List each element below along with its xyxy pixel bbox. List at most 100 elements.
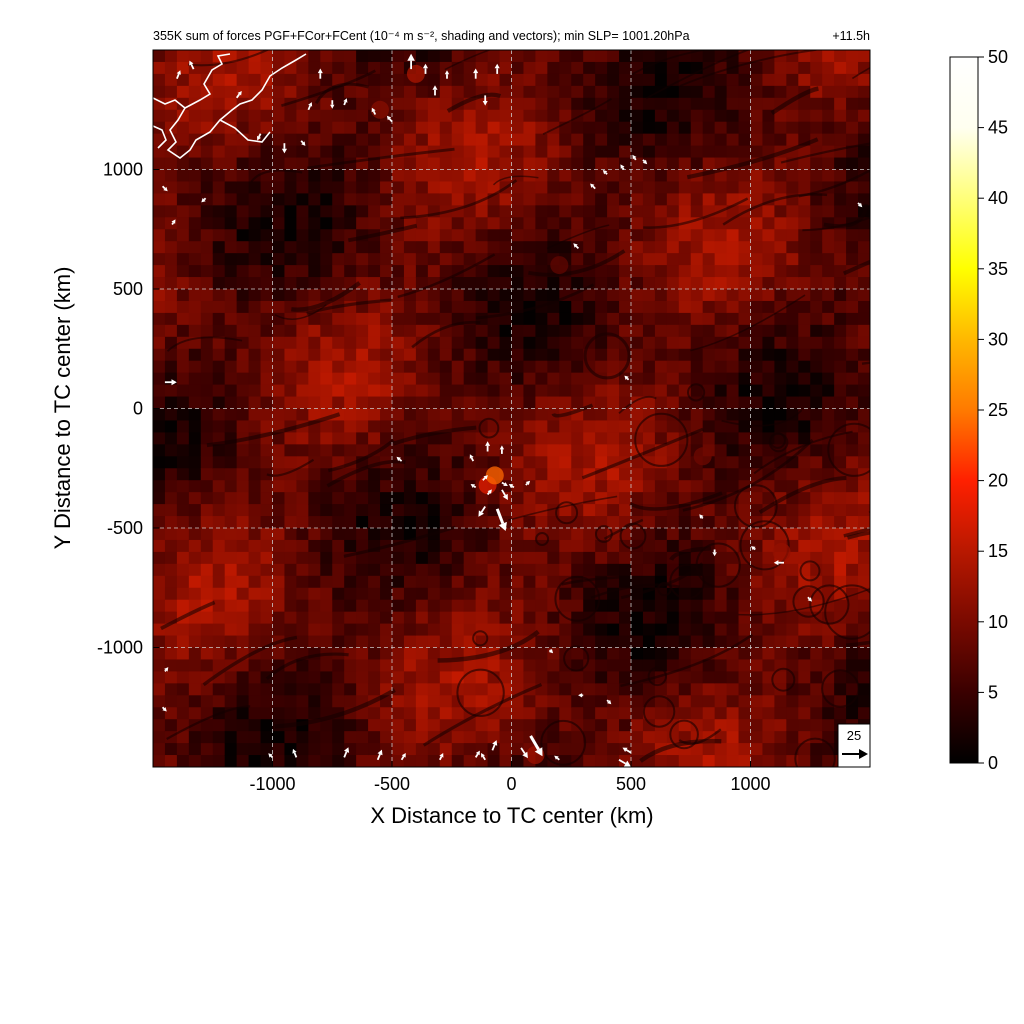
heatmap-cell (535, 528, 548, 541)
heatmap-cell (260, 265, 274, 278)
force-vector-shaft (511, 485, 515, 489)
force-vector-head (257, 135, 261, 141)
force-vector (529, 735, 543, 757)
heatmap-cell (822, 551, 835, 565)
heatmap-cell (164, 241, 178, 254)
heatmap-cell (332, 384, 345, 398)
heatmap-cell (774, 73, 787, 87)
heatmap-cell (535, 587, 548, 601)
heatmap-cell (535, 432, 548, 445)
heatmap-cell (153, 50, 166, 63)
heatmap-cell (738, 109, 752, 123)
heatmap-cell (535, 707, 548, 720)
heatmap-cell (738, 444, 752, 457)
heatmap-cell (750, 348, 764, 362)
heatmap-cell (475, 563, 489, 577)
heatmap-cell (642, 145, 656, 159)
heatmap-cell (200, 181, 214, 194)
heatmap-cell (607, 599, 620, 613)
heatmap-cell (475, 181, 489, 194)
heatmap-cell (308, 671, 321, 684)
heatmap-cell (654, 755, 668, 767)
heatmap-cell (403, 205, 417, 218)
heatmap-cell (272, 277, 286, 290)
heatmap-cell (714, 289, 728, 302)
heatmap-cell (583, 599, 596, 613)
heatmap-cell (810, 157, 823, 171)
heatmap-cell (451, 73, 465, 87)
heatmap-cell (380, 133, 393, 147)
heatmap-cell (487, 121, 501, 135)
heatmap-cell (547, 432, 560, 445)
heatmap-cell (439, 575, 453, 589)
colorbar-tick-label: 0 (988, 753, 998, 773)
colorbar-tick-label: 45 (988, 118, 1008, 138)
heatmap-cell (344, 480, 357, 493)
heatmap-cell (571, 695, 584, 708)
heatmap-cell (296, 551, 309, 565)
heatmap-cell (822, 528, 835, 541)
heatmap-cell (153, 408, 166, 422)
heatmap-cell (260, 396, 274, 410)
heatmap-cell (332, 539, 345, 553)
heatmap-cell (631, 217, 644, 230)
heatmap-cell (511, 743, 525, 756)
heatmap-cell (308, 241, 321, 254)
heatmap-cell (810, 683, 823, 696)
heatmap-cell (774, 563, 787, 577)
heatmap-cell (714, 516, 728, 529)
force-vector (478, 506, 486, 517)
heatmap-cell (583, 384, 596, 398)
heatmap-cell (571, 121, 584, 135)
heatmap-cell (547, 312, 560, 326)
heatmap-cell (714, 348, 728, 362)
heatmap-cell (858, 384, 870, 398)
heatmap-cell (822, 384, 835, 398)
heatmap-cell (798, 61, 811, 75)
heatmap-cell (798, 169, 811, 183)
heatmap-cell (415, 193, 429, 206)
heatmap-cell (427, 671, 441, 684)
heatmap-cell (607, 516, 620, 529)
heatmap-cell (392, 480, 405, 493)
heatmap-cell (475, 229, 489, 242)
heatmap-cell (392, 551, 405, 565)
heatmap-cell (392, 157, 405, 171)
heatmap-cell (427, 193, 441, 206)
heatmap-cell (260, 647, 274, 661)
heatmap-cell (344, 50, 357, 63)
heatmap-cell (619, 169, 632, 183)
force-vector-head (432, 85, 438, 90)
heatmap-cell (368, 408, 381, 422)
heatmap-cell (726, 277, 740, 290)
heatmap-cell (487, 432, 501, 445)
heatmap-cell (475, 719, 489, 732)
x-axis-label: X Distance to TC center (km) (370, 803, 653, 828)
heatmap-cell (523, 516, 536, 529)
heatmap-cell (487, 492, 501, 505)
heatmap-cell (798, 384, 811, 398)
heatmap-cell (415, 133, 429, 147)
heatmap-cell (858, 659, 870, 672)
heatmap-cell (726, 611, 740, 625)
heatmap-cell (858, 444, 870, 457)
heatmap-cell (499, 396, 513, 410)
heatmap-cell (642, 480, 656, 493)
heatmap-cell (439, 348, 453, 362)
heatmap-cell (822, 683, 835, 696)
heatmap-cell (666, 193, 680, 206)
heatmap-cell (368, 707, 381, 720)
heatmap-cell (260, 50, 274, 63)
heatmap-cell (571, 372, 584, 386)
heatmap-cell (810, 396, 823, 410)
heatmap-cell (642, 157, 656, 171)
heatmap-cell (619, 444, 632, 457)
heatmap-cell (690, 50, 704, 63)
heatmap-cell (702, 587, 716, 601)
eddy-ring (794, 737, 836, 767)
heatmap-cell (260, 133, 274, 147)
heatmap-cell (248, 599, 262, 613)
heatmap-cell (153, 73, 166, 87)
heatmap-cell (344, 217, 357, 230)
